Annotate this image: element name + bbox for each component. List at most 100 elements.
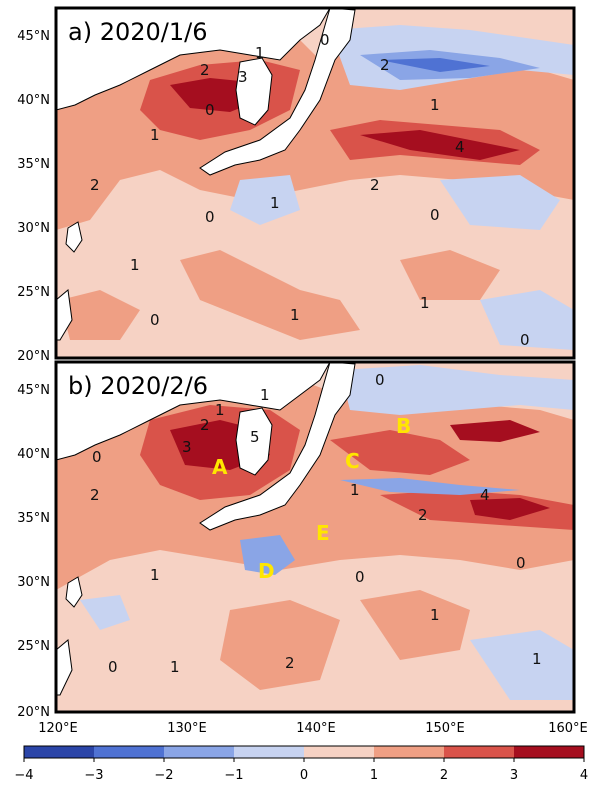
lat-tick: 45°N (17, 383, 50, 398)
panel-a-contour-labels: 0 1 2 1 0 2 3 1 4 2 1 0 2 1 0 1 0 1 0 (90, 31, 530, 349)
colorbar-tick-label: −3 (84, 768, 103, 783)
panel-a-land-china-coast (56, 289, 73, 341)
panel-a-land-asia (56, 8, 331, 111)
contour-label: 4 (455, 138, 465, 156)
panel-a-land-japan (199, 8, 356, 176)
contour-label: 1 (130, 256, 140, 274)
contour-label: 1 (150, 126, 160, 144)
colorbar-segment (374, 746, 444, 758)
region-label-d: D (258, 559, 275, 583)
panel-b-contour-labels: 0 1 2 1 0 2 3 1 4 5 2 1 0 1 2 0 1 0 1 (90, 371, 542, 676)
colorbar-segment (514, 746, 584, 758)
lat-tick: 35°N (17, 157, 50, 172)
lat-tick: 20°N (17, 705, 50, 720)
panel-a-anomaly-warm (180, 250, 360, 340)
panel-a-anomaly-cool (480, 290, 574, 350)
contour-label: 5 (250, 428, 260, 446)
panel-b-land-korea (235, 407, 273, 476)
region-label-c: C (345, 449, 360, 473)
panel-a-anomaly-max (360, 130, 520, 160)
contour-label: 1 (260, 386, 270, 404)
colorbar-tick-label: 0 (300, 768, 308, 783)
contour-label: 1 (420, 294, 430, 312)
panel-a-anomaly-cool (380, 58, 490, 72)
colorbar-segment (234, 746, 304, 758)
panel-b-anomaly-max (450, 420, 540, 442)
panel-b-land-taiwan (65, 576, 83, 608)
lat-tick: 25°N (17, 285, 50, 300)
contour-label: 0 (92, 448, 102, 466)
lat-tick: 30°N (17, 221, 50, 236)
panel-b-anomaly-cool (240, 535, 295, 575)
colorbar-tick-label: −4 (14, 768, 33, 783)
panel-b-title: b) 2020/2/6 (68, 372, 208, 400)
colorbar-tick-label: 3 (510, 768, 518, 783)
colorbar-tick-label: 2 (440, 768, 448, 783)
panel-b-anomaly-cool (80, 595, 130, 630)
region-label-a: A (212, 455, 228, 479)
lon-tick: 120°E (38, 721, 78, 736)
colorbar-tick-label: 1 (370, 768, 378, 783)
contour-label: 0 (150, 311, 160, 329)
contour-label: 0 (355, 568, 365, 586)
panel-a-anomaly-cool (230, 175, 300, 225)
colorbar-ticks: −4 −3 −2 −1 0 1 2 3 4 (14, 758, 588, 783)
contour-label: 2 (380, 56, 390, 74)
contour-label: 0 (108, 658, 118, 676)
panel-a-map: a) 2020/1/6 0 1 2 1 0 2 3 1 4 2 1 0 2 1 … (56, 8, 574, 358)
contour-label: 1 (270, 194, 280, 212)
colorbar-segment (94, 746, 164, 758)
panel-a-frame (54, 6, 576, 360)
contour-label: 2 (90, 486, 100, 504)
lon-tick: 130°E (167, 721, 207, 736)
lon-axis: 120°E 130°E 140°E 150°E 160°E (38, 721, 588, 736)
contour-label: 0 (520, 331, 530, 349)
panel-b-map: b) 2020/2/6 A B C D E 0 1 2 1 0 2 3 1 4 … (56, 362, 574, 712)
colorbar-segment (164, 746, 234, 758)
contour-label: 0 (205, 208, 215, 226)
panel-a-anomaly-warm (400, 250, 500, 300)
panel-b-anomaly-warm (360, 590, 470, 660)
colorbar-segment (24, 746, 94, 758)
panel-a: a) 2020/1/6 0 1 2 1 0 2 3 1 4 2 1 0 2 1 … (17, 6, 576, 364)
lon-tick: 150°E (425, 721, 465, 736)
colorbar-tick-label: 4 (580, 768, 588, 783)
contour-label: 1 (532, 650, 542, 668)
contour-label: 1 (350, 481, 360, 499)
contour-label: 2 (200, 61, 210, 79)
colorbar (23, 745, 585, 759)
contour-label: 0 (320, 31, 330, 49)
panel-b-anomaly-warm (220, 600, 340, 690)
colorbar-tick-label: −1 (224, 768, 243, 783)
lat-tick: 25°N (17, 639, 50, 654)
contour-label: 2 (200, 416, 210, 434)
colorbar-tick-label: −2 (154, 768, 173, 783)
contour-label: 2 (370, 176, 380, 194)
contour-label: 1 (170, 658, 180, 676)
colorbar-segment (304, 746, 374, 758)
panel-b-land-asia (56, 362, 331, 461)
panel-b-anomaly-strong (330, 430, 470, 475)
panel-a-title: a) 2020/1/6 (68, 18, 208, 46)
colorbar-segment (444, 746, 514, 758)
panel-b-land-china-coast (56, 639, 73, 696)
panel-b-anomaly-max (470, 498, 550, 520)
contour-label: 1 (430, 96, 440, 114)
panel-b-anomaly-cool (340, 478, 520, 495)
contour-label: 1 (255, 44, 265, 62)
contour-label: 3 (182, 438, 192, 456)
panel-b-anomaly-cool (470, 630, 574, 700)
panel-b-region-labels: A B C D E (212, 414, 411, 583)
contour-label: 0 (430, 206, 440, 224)
contour-label: 2 (418, 506, 428, 524)
panel-a-lat-axis: 45°N 40°N 35°N 30°N 25°N 20°N (17, 29, 50, 364)
contour-label: 1 (430, 606, 440, 624)
panel-a-anomaly-cool (440, 175, 560, 230)
region-label-e: E (316, 521, 330, 545)
contour-label: 0 (516, 554, 526, 572)
contour-label: 0 (205, 101, 215, 119)
lat-tick: 35°N (17, 511, 50, 526)
panel-a-anomaly-warm (60, 290, 140, 340)
panel-b-lat-axis: 45°N 40°N 35°N 30°N 25°N 20°N (17, 383, 50, 720)
